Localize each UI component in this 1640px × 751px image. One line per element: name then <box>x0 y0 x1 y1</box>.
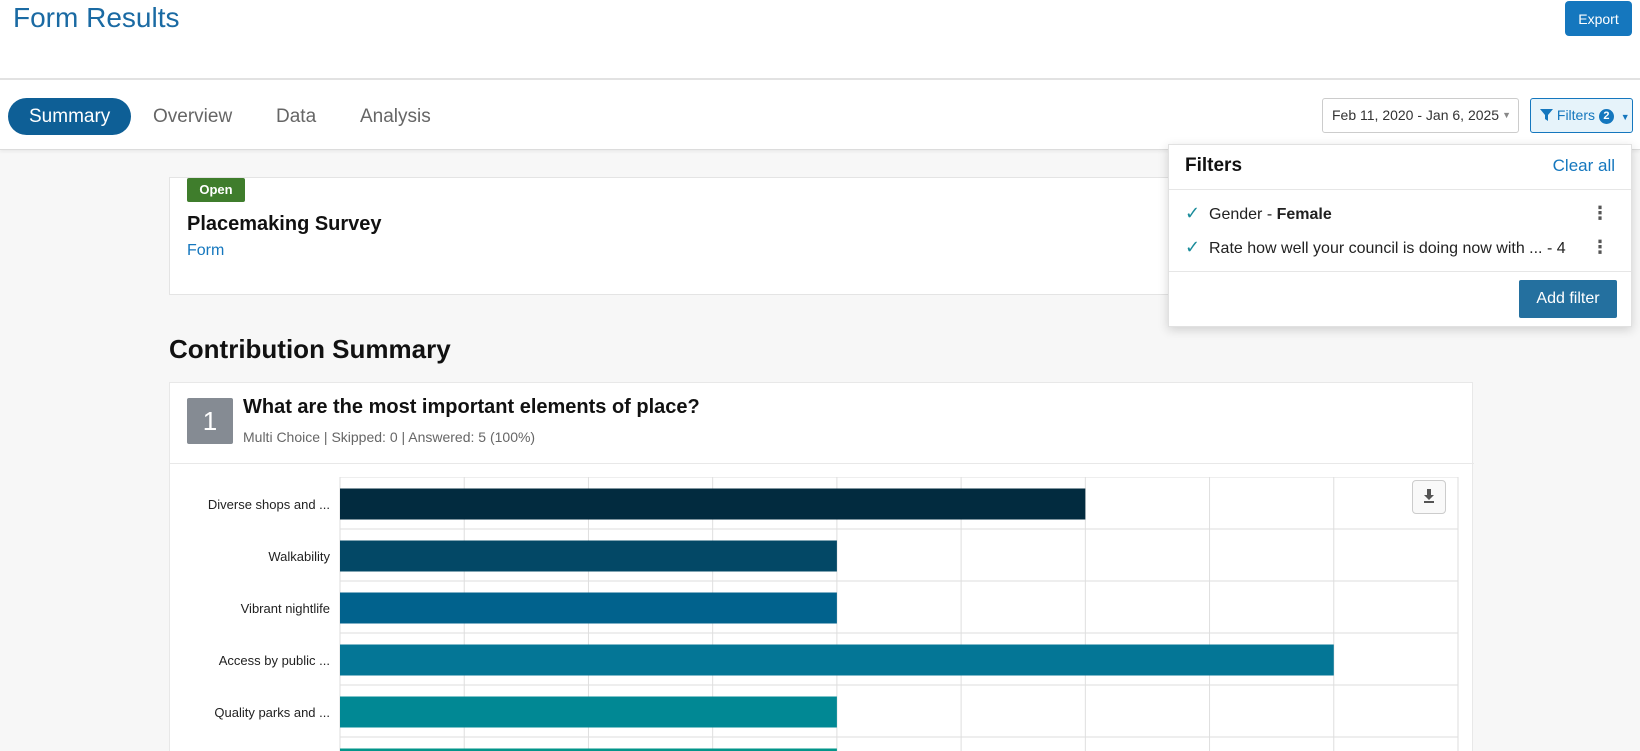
category-label: Access by public ... <box>219 653 330 668</box>
filters-panel: Filters Clear all ✓ Gender - Female ⋮ ✓ Ra… <box>1168 144 1632 327</box>
date-range-select[interactable]: Feb 11, 2020 - Jan 6, 2025 ▼ <box>1322 98 1519 133</box>
tab-data[interactable]: Data <box>276 106 317 127</box>
add-filter-button[interactable]: Add filter <box>1519 280 1617 318</box>
category-label: Walkability <box>268 549 330 564</box>
top-bar: Form Results Export <box>0 0 1640 80</box>
tab-summary[interactable]: Summary <box>8 98 132 135</box>
category-label: Diverse shops and ... <box>208 497 330 512</box>
chart-bar <box>340 540 837 572</box>
filter-item-label: Gender - <box>1209 206 1277 223</box>
more-vertical-icon[interactable]: ⋮ <box>1591 237 1609 257</box>
chart-bar <box>340 644 1334 676</box>
divider <box>1169 271 1631 272</box>
question-number: 1 <box>187 398 233 444</box>
filter-item[interactable]: ✓ Rate how well your council is doing now… <box>1185 235 1617 259</box>
tab-analysis[interactable]: Analysis <box>360 106 431 127</box>
survey-type-link[interactable]: Form <box>187 242 225 259</box>
download-button[interactable] <box>1412 480 1446 514</box>
chart-bar <box>340 748 837 751</box>
clear-all-link[interactable]: Clear all <box>1552 156 1615 175</box>
caret-down-icon: ▼ <box>1620 112 1630 122</box>
filter-item-label: Rate how well your council is doing now … <box>1209 240 1547 257</box>
check-icon: ✓ <box>1185 237 1201 257</box>
filters-panel-title: Filters <box>1185 155 1243 176</box>
download-icon <box>1424 489 1434 503</box>
divider <box>1169 189 1631 190</box>
question-title: What are the most important elements of … <box>243 396 700 418</box>
question-meta: Multi Choice | Skipped: 0 | Answered: 5 … <box>243 429 536 445</box>
category-label: Vibrant nightlife <box>241 601 330 616</box>
filters-button[interactable]: Filters 2 ▼ <box>1530 98 1633 133</box>
survey-title: Placemaking Survey <box>187 213 382 235</box>
export-button[interactable]: Export <box>1565 1 1632 36</box>
filters-label: Filters <box>1556 107 1596 123</box>
filter-count-badge: 2 <box>1598 109 1614 124</box>
check-icon: ✓ <box>1185 203 1201 223</box>
date-range-value: Feb 11, 2020 - Jan 6, 2025 <box>1332 107 1500 123</box>
chart-bar <box>340 696 837 728</box>
funnel-icon <box>1540 109 1553 121</box>
chart-bar <box>340 592 837 624</box>
category-label: Quality parks and ... <box>214 705 330 720</box>
chart-bar <box>340 488 1086 520</box>
section-title: Contribution Summary <box>169 334 451 364</box>
caret-down-icon: ▼ <box>1502 110 1511 120</box>
more-vertical-icon[interactable]: ⋮ <box>1591 203 1609 223</box>
question-card: 1 What are the most important elements o… <box>169 382 1474 751</box>
filter-item[interactable]: ✓ Gender - Female ⋮ <box>1185 201 1617 225</box>
bar-chart: Diverse shops and ... Walkability Vibrant … <box>208 477 1459 751</box>
filter-item-value: - 4 <box>1546 240 1566 257</box>
status-badge: Open <box>187 178 245 202</box>
tab-overview[interactable]: Overview <box>153 106 233 127</box>
filter-item-value: Female <box>1276 206 1332 223</box>
divider <box>170 463 1474 464</box>
page-title: Form Results <box>13 2 180 33</box>
